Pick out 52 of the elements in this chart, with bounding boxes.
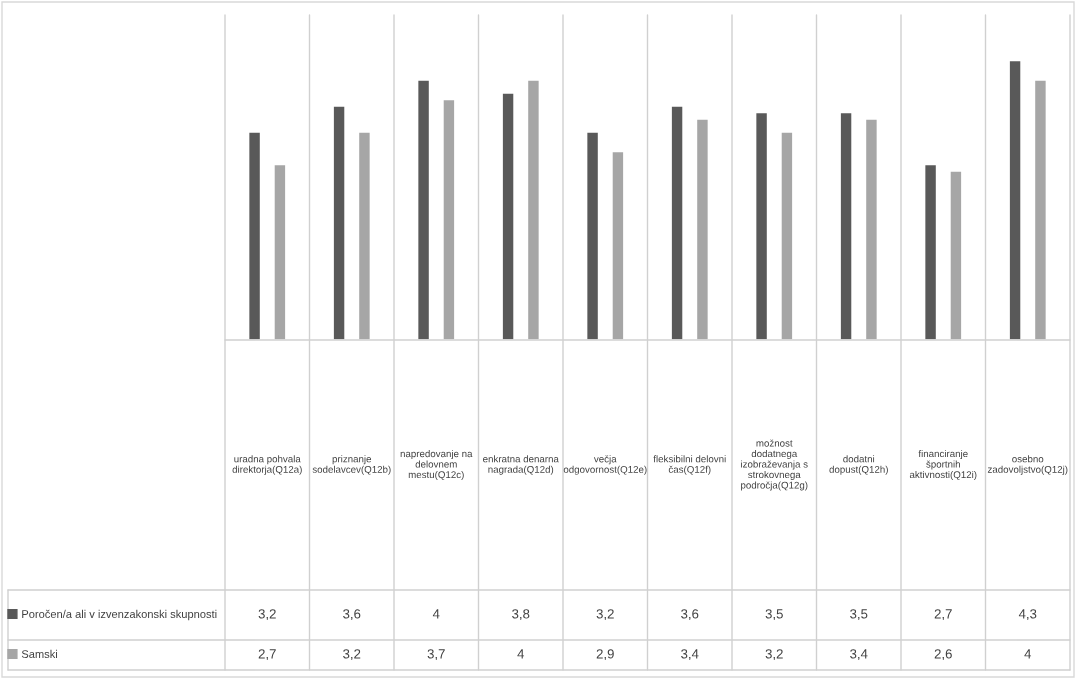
bar (273, 163, 287, 340)
data-label: 3,2 (765, 649, 783, 661)
legend-label: Samski (21, 649, 58, 659)
bar (670, 105, 684, 340)
x-tick-label: financiranje športnih aktivnosti(Q12i) (909, 449, 977, 481)
x-tick-label: osebno zadovoljstvo(Q12j) (987, 455, 1068, 475)
legend-label: Poročen/a ali v izvenzakonski skupnosti (22, 609, 217, 621)
data-label: 3,6 (681, 609, 699, 621)
bar (357, 131, 372, 340)
data-label: 4,3 (1018, 609, 1037, 621)
x-tick-label: uradna pohvala direktorja(Q12a) (232, 455, 302, 475)
bar (1033, 79, 1048, 340)
bar (839, 111, 853, 340)
bar (754, 111, 769, 340)
data-label: 4 (1024, 649, 1032, 659)
data-label: 4 (432, 609, 440, 619)
bar (585, 131, 600, 340)
data-label: 3,7 (427, 649, 445, 661)
bar (247, 131, 262, 340)
data-label: 2,6 (934, 649, 952, 661)
data-label: 3,2 (596, 609, 614, 621)
x-tick-label: enkratna denarna nagrada(Q12d) (483, 455, 559, 475)
data-label: 2,7 (258, 649, 276, 661)
x-tick-label: dodatni dopust(Q12h) (829, 455, 888, 475)
data-label: 3,8 (512, 609, 530, 621)
x-tick-label: večja odgovornost(Q12e) (563, 455, 647, 475)
data-label: 3,4 (850, 649, 868, 661)
bar (332, 105, 346, 340)
x-tick-label: možnost dodatnega izobraževanja s strokovnega področja(Q12g) (741, 439, 808, 491)
bar (780, 131, 794, 340)
bar (526, 79, 541, 340)
data-label: 2,7 (934, 609, 952, 621)
bar (864, 118, 879, 340)
data-label: 3,5 (850, 609, 868, 621)
data-label: 4 (517, 649, 525, 659)
data-label: 3,2 (258, 609, 276, 621)
data-label: 2,9 (596, 649, 614, 661)
x-tick-label: priznanje sodelavcev(Q12b) (312, 455, 391, 475)
data-label: 3,4 (681, 649, 699, 661)
x-tick-label: fleksibilni delovni čas(Q12f) (653, 455, 726, 475)
bar (442, 98, 456, 340)
bar (949, 170, 963, 340)
data-label: 3,6 (343, 609, 361, 621)
data-label: 3,2 (343, 649, 361, 661)
bar (611, 150, 625, 340)
bar (1008, 59, 1022, 340)
data-label: 3,5 (765, 609, 783, 621)
bar (923, 163, 938, 340)
x-tick-label: napredovanje na delovnem mestu(Q12c) (400, 450, 473, 480)
bar (695, 118, 710, 340)
bar (416, 79, 431, 340)
bar (501, 92, 515, 340)
